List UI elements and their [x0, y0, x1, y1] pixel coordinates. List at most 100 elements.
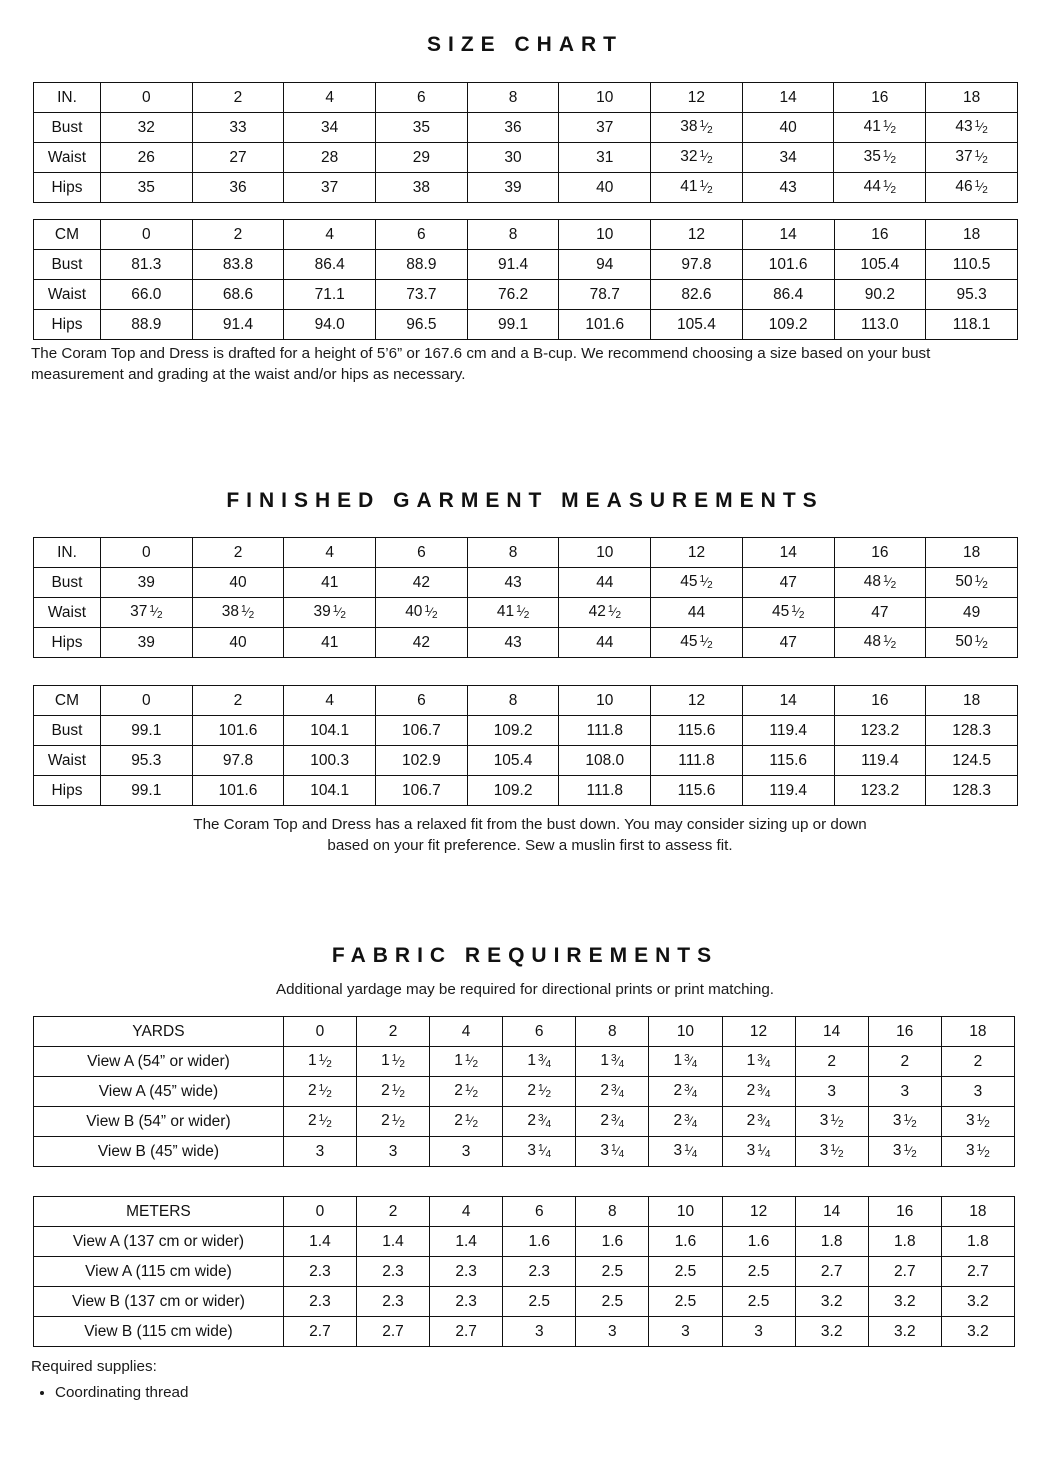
- table-row: View B (45” wide) 3 3 3 3 1⁄4 3 1⁄4 3 1⁄4 3 1⁄4 3 1⁄2…: [33, 1136, 1016, 1167]
- unit-header-cell: IN.: [33, 537, 101, 568]
- measurement-cell: 30: [466, 142, 560, 173]
- measurement-cell: 3: [429, 1136, 504, 1167]
- fraction: 3⁄4: [537, 1052, 552, 1071]
- table-row: Waist 66.0 68.6 71.1 73.7 76.2 78.7 82.6 86.4 90.…: [33, 279, 1018, 310]
- size-header-cell: 4: [429, 1196, 504, 1227]
- table-header-row: METERS 0 2 4 6 8 10 12 14 16 18: [33, 1196, 1016, 1227]
- row-label-cell: Waist: [33, 142, 101, 173]
- measurement-cell: 101.6: [191, 715, 285, 746]
- measurement-cell: 26: [99, 142, 193, 173]
- measurement-cell: 68.6: [191, 279, 285, 310]
- measurement-cell: 99.1: [99, 775, 193, 806]
- finished-garment-inches-table: IN. 0 2 4 6 8 10 12 14 16 18 Bust 39 40 41 42 43 44 45 1⁄2 4…: [33, 537, 1018, 658]
- fraction: 3⁄4: [611, 1112, 625, 1131]
- table-row: Waist 95.3 97.8 100.3 102.9 105.4 108.0 111.8 11…: [33, 745, 1018, 776]
- measurement-cell: 2 1⁄2: [502, 1076, 577, 1107]
- table-header-row: CM 0 2 4 6 8 10 12 14 16 18: [33, 685, 1018, 716]
- fraction: 1⁄2: [974, 178, 988, 197]
- measurement-cell: 35: [375, 112, 468, 143]
- table-row: Waist 37 1⁄2 38 1⁄2 39 1⁄2 40 1⁄2 41 1⁄2 42 1⁄2 44 45 1…: [33, 597, 1018, 628]
- fraction: 1⁄2: [882, 633, 897, 652]
- measurement-cell: 40: [741, 112, 835, 143]
- measurement-cell: 3 1⁄2: [794, 1136, 869, 1167]
- fabric-yards-table: YARDS 0 2 4 6 8 10 12 14 16 18 View A (54” or wider…: [33, 1016, 1016, 1167]
- table-row: Bust 32 33 34 35 36 37 38 1⁄2 40 41 1⁄2 43 1⁄2: [33, 112, 1018, 143]
- measurement-cell: 2 3⁄4: [648, 1076, 723, 1107]
- measurement-cell: 3 1⁄2: [940, 1106, 1016, 1137]
- measurement-cell: 106.7: [375, 775, 468, 806]
- measurement-cell: 97.8: [191, 745, 285, 776]
- measurement-cell: 2.7: [355, 1316, 431, 1347]
- row-label-cell: View A (45” wide): [33, 1076, 284, 1107]
- measurement-cell: 43: [741, 172, 835, 203]
- fraction: 1⁄2: [464, 1052, 479, 1071]
- row-label-cell: View A (115 cm wide): [33, 1256, 284, 1287]
- measurement-cell: 39: [99, 567, 193, 598]
- size-header-cell: 14: [741, 685, 835, 716]
- measurement-cell: 2 1⁄2: [355, 1076, 431, 1107]
- fraction: 1⁄4: [611, 1142, 625, 1161]
- size-header-cell: 2: [355, 1196, 431, 1227]
- measurement-cell: 3: [721, 1316, 796, 1347]
- finished-garment-cm-table-wrap: CM 0 2 4 6 8 10 12 14 16 18 Bust 99.1 101.6 104.1 106.7…: [33, 685, 1018, 806]
- fraction: 1⁄2: [974, 573, 988, 592]
- size-header-cell: 12: [650, 219, 743, 250]
- fraction: 1⁄2: [791, 603, 805, 622]
- size-chart-cm-table: CM 0 2 4 6 8 10 12 14 16 18 Bust 81.3 83.8 86.4 88.9 91.…: [33, 219, 1018, 340]
- fraction: 1⁄2: [391, 1082, 405, 1101]
- measurement-cell: 71.1: [283, 279, 377, 310]
- table-header-row: IN. 0 2 4 6 8 10 12 14 16 18: [33, 82, 1018, 113]
- measurement-cell: 2.5: [648, 1256, 723, 1287]
- measurement-cell: 104.1: [283, 715, 377, 746]
- measurement-cell: 91.4: [191, 309, 285, 340]
- fraction: 1⁄2: [464, 1082, 479, 1101]
- size-header-cell: 16: [833, 537, 927, 568]
- size-header-cell: 6: [375, 219, 468, 250]
- row-label-cell: View B (54” or wider): [33, 1106, 284, 1137]
- measurement-cell: 94: [558, 249, 652, 280]
- measurement-cell: 2 1⁄2: [429, 1076, 504, 1107]
- fraction: 1⁄4: [537, 1142, 552, 1161]
- row-label-cell: Bust: [33, 249, 101, 280]
- measurement-cell: 1 3⁄4: [502, 1046, 577, 1077]
- required-supplies-block: Required supplies: Coordinating thread: [31, 1358, 731, 1408]
- size-header-cell: 4: [429, 1016, 504, 1047]
- size-header-cell: 16: [867, 1196, 942, 1227]
- required-supplies-list: Coordinating thread: [31, 1383, 731, 1404]
- measurement-cell: 37: [283, 172, 377, 203]
- unit-header-cell: CM: [33, 219, 101, 250]
- table-header-row: CM 0 2 4 6 8 10 12 14 16 18: [33, 219, 1018, 250]
- size-chart-inches-table: IN. 0 2 4 6 8 10 12 14 16 18 Bust 32 33 34 35 36 37 38 1⁄2 4…: [33, 82, 1018, 203]
- measurement-cell: 2 3⁄4: [648, 1106, 723, 1137]
- measurement-cell: 86.4: [741, 279, 835, 310]
- measurement-cell: 109.2: [466, 775, 560, 806]
- table-row: Hips 39 40 41 42 43 44 45 1⁄2 47 48 1⁄2 50 1⁄2: [33, 627, 1018, 658]
- measurement-cell: 49: [925, 597, 1018, 628]
- measurement-cell: 115.6: [650, 775, 743, 806]
- measurement-cell: 34: [283, 112, 377, 143]
- measurement-cell: 44: [558, 567, 652, 598]
- table-row: Hips 99.1 101.6 104.1 106.7 109.2 111.8 115.6 11…: [33, 775, 1018, 806]
- row-label-cell: Hips: [33, 309, 101, 340]
- table-row: View A (115 cm wide) 2.3 2.3 2.3 2.3 2.5 2.5 2.…: [33, 1256, 1016, 1287]
- table-row: View B (137 cm or wider) 2.3 2.3 2.3 2.5 2.5 2…: [33, 1286, 1016, 1317]
- size-chart-heading: SIZE CHART: [427, 33, 623, 56]
- measurement-cell: 2.5: [575, 1286, 650, 1317]
- fraction: 3⁄4: [537, 1112, 552, 1131]
- fraction: 1⁄2: [699, 118, 713, 137]
- size-header-cell: 18: [925, 82, 1018, 113]
- list-item: Coordinating thread: [55, 1383, 731, 1404]
- fabric-meters-table: METERS 0 2 4 6 8 10 12 14 16 18 View A (137 cm or w…: [33, 1196, 1016, 1347]
- measurement-cell: 3.2: [940, 1316, 1016, 1347]
- measurement-cell: 40: [191, 567, 285, 598]
- measurement-cell: 41: [283, 567, 377, 598]
- size-header-cell: 12: [650, 685, 743, 716]
- measurement-cell: 102.9: [375, 745, 468, 776]
- row-label-cell: Hips: [33, 627, 101, 658]
- measurement-cell: 40: [558, 172, 652, 203]
- fabric-meters-table-wrap: METERS 0 2 4 6 8 10 12 14 16 18 View A (137 cm or w…: [33, 1196, 1016, 1347]
- measurement-cell: 35: [99, 172, 193, 203]
- fraction: 1⁄2: [882, 573, 897, 592]
- row-label-cell: View B (45” wide): [33, 1136, 284, 1167]
- measurement-cell: 2.3: [355, 1256, 431, 1287]
